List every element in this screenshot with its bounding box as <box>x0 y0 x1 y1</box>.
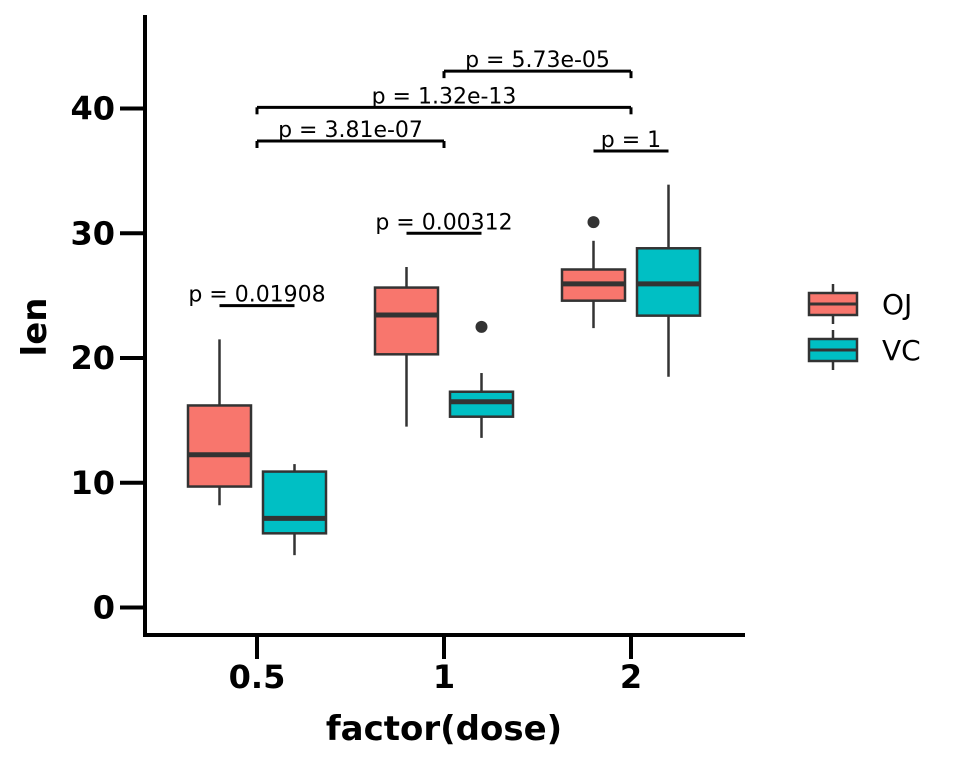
p-value-label: p = 3.81e-07 <box>278 118 423 143</box>
legend-item-vc: VC <box>807 330 921 370</box>
outlier-point <box>475 320 488 333</box>
p-value-bracket: p = 1 <box>593 128 669 153</box>
y-tick-label: 0 <box>93 589 115 627</box>
p-value-bracket: p = 1.32e-13 <box>255 84 633 115</box>
legend: OJ VC <box>807 284 921 370</box>
legend-label: VC <box>882 334 921 367</box>
legend-item-oj: OJ <box>807 284 912 324</box>
y-tick-label: 20 <box>70 339 115 377</box>
box-body <box>373 286 440 356</box>
outlier-point <box>587 216 600 229</box>
y-tick-label: 10 <box>70 464 115 502</box>
legend-label: OJ <box>882 288 912 321</box>
p-value-label: p = 1 <box>601 128 661 153</box>
x-tick-label: 2 <box>620 658 642 696</box>
y-axis-title: len <box>15 298 55 357</box>
p-value-bracket: p = 5.73e-05 <box>442 48 633 79</box>
box-body <box>186 404 253 488</box>
x-tick-label: 0.5 <box>229 658 286 696</box>
p-value-label: p = 0.00312 <box>375 210 512 235</box>
p-value-label: p = 0.01908 <box>188 283 325 308</box>
x-axis-title: factor(dose) <box>326 709 562 749</box>
box-vc-2 <box>635 184 702 377</box>
box-vc-1 <box>448 320 515 438</box>
y-tick-label: 40 <box>70 90 115 128</box>
boxes <box>186 184 702 556</box>
p-value-annotations: p = 0.01908 p = 0.00312 p = 1 p = 3.81e-07 p… <box>188 48 669 308</box>
p-value-bracket: p = 0.01908 <box>188 283 325 308</box>
box-vc-0.5 <box>261 464 328 556</box>
box-oj-2 <box>560 216 627 329</box>
box-oj-0.5 <box>186 339 253 506</box>
p-value-bracket: p = 3.81e-07 <box>255 118 446 148</box>
p-value-label: p = 5.73e-05 <box>465 48 610 73</box>
p-value-bracket: p = 0.00312 <box>375 210 512 235</box>
p-value-label: p = 1.32e-13 <box>372 84 517 109</box>
x-tick-label: 1 <box>433 658 455 696</box>
box-body <box>261 470 328 535</box>
y-tick-label: 30 <box>70 214 115 252</box>
box-oj-1 <box>373 266 440 427</box>
axes: 0 10 20 30 40 0.5 1 2 <box>70 15 745 696</box>
